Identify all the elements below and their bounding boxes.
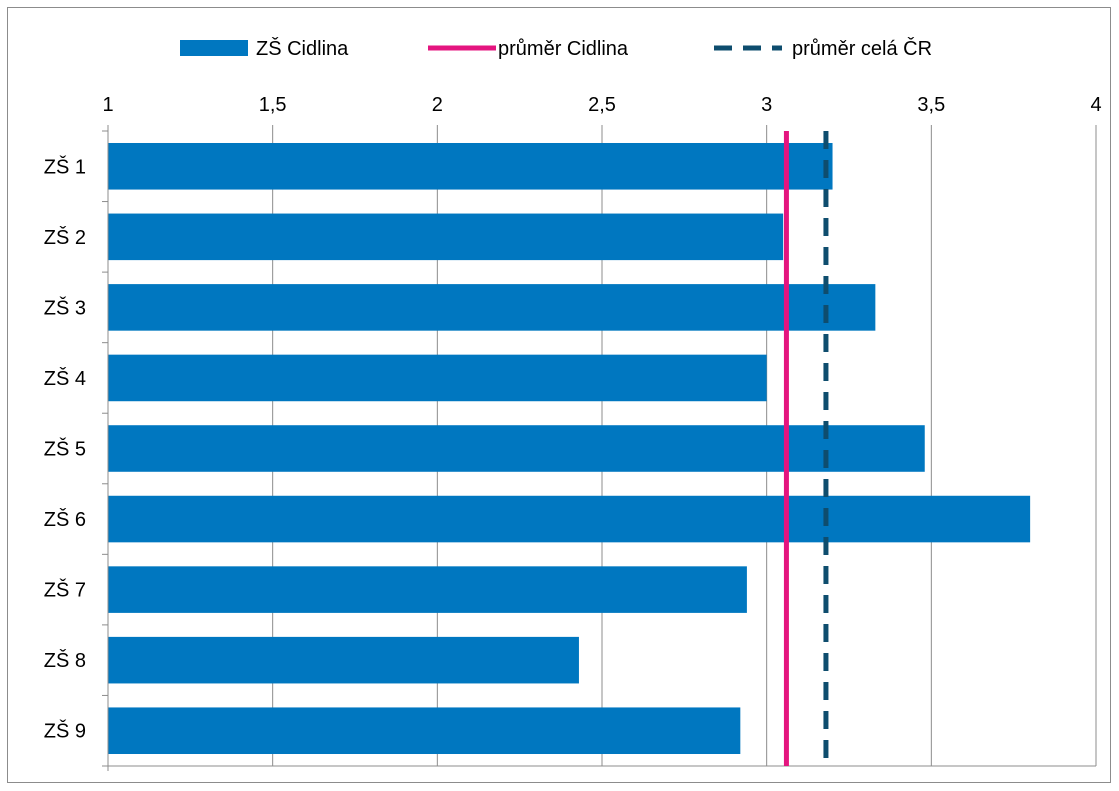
bar-5 (108, 425, 925, 472)
bar-8 (108, 636, 579, 684)
axes (102, 125, 1097, 771)
x-tick-label-1: 1,5 (259, 94, 287, 116)
bars (108, 142, 1031, 755)
bar-7 (108, 566, 747, 613)
x-tick-label-5: 3,5 (917, 94, 945, 116)
bar-9 (108, 707, 741, 755)
reference-lines (783, 131, 829, 766)
category-label-7: ZŠ 7 (44, 579, 86, 602)
bar-2 (108, 213, 784, 261)
category-label-1: ZŠ 1 (44, 155, 86, 178)
x-tick-label-6: 4 (1090, 94, 1101, 116)
legend-label-bars: ZŠ Cidlina (256, 37, 349, 60)
category-label-2: ZŠ 2 (44, 226, 86, 249)
legend-label-avg-cidlina: průměr Cidlina (498, 38, 629, 60)
bar-6 (108, 495, 1031, 543)
x-tick-label-3: 2,5 (588, 94, 616, 116)
category-label-8: ZŠ 8 (44, 649, 86, 672)
x-tick-label-4: 3 (761, 94, 772, 116)
category-label-5: ZŠ 5 (44, 438, 86, 461)
category-label-9: ZŠ 9 (44, 720, 86, 743)
category-labels: ZŠ 1 ZŠ 2 ZŠ 3 ZŠ 4 ZŠ 5 ZŠ 6 ZŠ 7 ZŠ 8 ZŠ 9 (44, 155, 86, 742)
x-tick-label-2: 2 (432, 94, 443, 116)
x-tick-label-0: 1 (102, 94, 113, 116)
category-label-3: ZŠ 3 (44, 296, 86, 319)
bar-4 (108, 354, 767, 402)
category-label-4: ZŠ 4 (44, 367, 86, 390)
x-tick-labels: 1 1,5 2 2,5 3 3,5 4 (102, 94, 1101, 116)
legend-label-avg-cr: průměr celá ČR (792, 37, 932, 60)
legend: ZŠ Cidlina průměr Cidlina průměr celá ČR (180, 37, 932, 60)
bar-1 (108, 142, 833, 190)
bar-3 (108, 284, 876, 331)
category-label-6: ZŠ 6 (44, 508, 86, 531)
legend-swatch-bars (180, 40, 248, 56)
